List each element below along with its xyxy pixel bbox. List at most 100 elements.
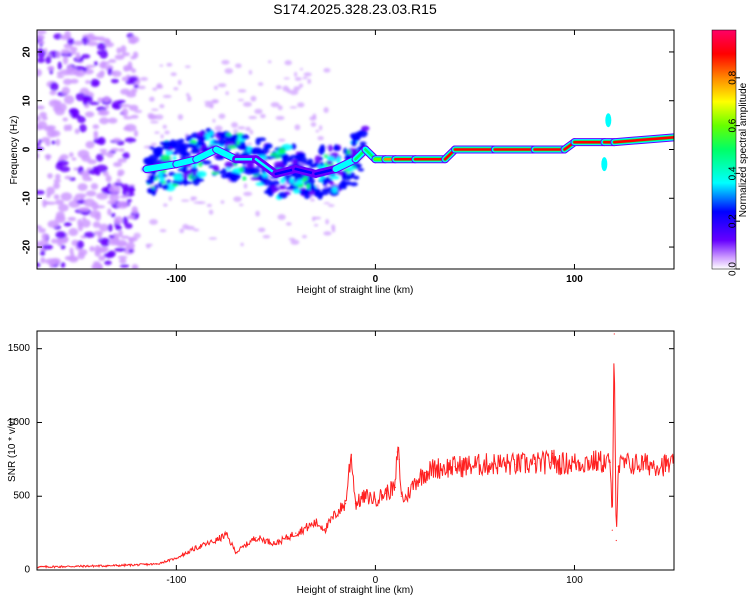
noise-blob bbox=[92, 221, 101, 228]
noise-blob bbox=[111, 71, 116, 75]
spectrogram-blobs bbox=[37, 30, 370, 269]
ridge-blob bbox=[242, 176, 247, 181]
ridge-blob bbox=[296, 152, 304, 161]
noise-blob bbox=[127, 214, 135, 220]
noise-blob bbox=[133, 232, 141, 239]
ridge-blob bbox=[314, 155, 321, 164]
noise-blob bbox=[53, 33, 63, 40]
noise-blob bbox=[119, 264, 130, 268]
snr-point bbox=[400, 495, 402, 497]
noise-blob bbox=[154, 114, 164, 120]
ridge-blob bbox=[273, 161, 284, 168]
noise-blob bbox=[179, 228, 185, 234]
noise-blob bbox=[193, 201, 202, 204]
ridge-blob bbox=[173, 173, 184, 181]
ridge-blob bbox=[153, 150, 163, 157]
noise-blob bbox=[217, 83, 227, 88]
noise-blob bbox=[119, 195, 129, 199]
noise-blob bbox=[109, 193, 120, 202]
ridge-blob bbox=[160, 154, 171, 162]
noise-blob bbox=[95, 153, 104, 162]
noise-blob bbox=[70, 78, 79, 84]
noise-blob bbox=[159, 104, 165, 109]
noise-blob bbox=[75, 52, 81, 61]
ridge-blob bbox=[258, 174, 263, 180]
snr-point bbox=[573, 462, 576, 464]
noise-blob bbox=[37, 105, 45, 110]
noise-blob bbox=[82, 98, 88, 106]
noise-blob bbox=[284, 60, 292, 66]
ridge-blob bbox=[299, 189, 309, 196]
ridge-blob bbox=[182, 173, 189, 179]
noise-blob bbox=[96, 263, 103, 269]
noise-blob bbox=[110, 212, 116, 218]
noise-blob bbox=[40, 250, 46, 256]
snr-point bbox=[195, 547, 197, 549]
noise-blob bbox=[84, 111, 95, 118]
noise-blob bbox=[150, 142, 157, 146]
noise-blob bbox=[110, 78, 119, 84]
noise-blob bbox=[60, 49, 71, 55]
noise-blob bbox=[73, 40, 84, 46]
noise-blob bbox=[89, 246, 95, 252]
noise-blob bbox=[59, 154, 69, 161]
noise-blob bbox=[203, 100, 213, 103]
snr-point bbox=[325, 528, 327, 530]
noise-blob bbox=[75, 193, 87, 199]
noise-blob bbox=[233, 129, 239, 134]
noise-blob bbox=[310, 122, 317, 127]
noise-blob bbox=[45, 154, 51, 161]
ridge-blob bbox=[313, 191, 325, 198]
ridge-blob bbox=[162, 142, 171, 151]
noise-blob bbox=[133, 130, 139, 137]
snr-point bbox=[175, 557, 177, 559]
snr-point bbox=[653, 463, 655, 466]
noise-blob bbox=[208, 237, 218, 240]
noise-blob bbox=[78, 207, 90, 212]
noise-blob bbox=[56, 160, 69, 167]
noise-blob bbox=[185, 225, 195, 231]
y-tick-label: 500 bbox=[13, 491, 30, 502]
noise-blob bbox=[55, 173, 61, 180]
noise-blob bbox=[55, 211, 65, 220]
noise-blob bbox=[233, 196, 242, 202]
noise-blob bbox=[126, 91, 137, 98]
noise-blob bbox=[120, 235, 130, 239]
x-tick-label: -100 bbox=[166, 575, 186, 586]
noise-blob bbox=[89, 210, 101, 218]
noise-blob bbox=[38, 139, 43, 144]
noise-blob bbox=[37, 68, 42, 77]
noise-blob bbox=[107, 223, 113, 232]
noise-blob bbox=[64, 30, 71, 39]
ridge-blob bbox=[186, 169, 192, 176]
ridge-blob bbox=[232, 133, 239, 141]
ridge-blob bbox=[350, 182, 358, 187]
noise-blob bbox=[290, 239, 300, 245]
ridge-blob bbox=[205, 128, 211, 133]
snr-point bbox=[398, 458, 400, 460]
noise-blob bbox=[211, 99, 219, 104]
noise-blob bbox=[60, 244, 66, 250]
snr-point bbox=[617, 466, 619, 468]
noise-blob bbox=[105, 104, 110, 109]
x-tick-label: 0 bbox=[373, 575, 379, 586]
ridge-blob bbox=[353, 175, 360, 180]
noise-blob bbox=[123, 67, 130, 72]
ridge-blob bbox=[149, 146, 155, 150]
ridge-blob bbox=[327, 156, 335, 160]
noise-blob bbox=[275, 85, 282, 90]
noise-blob bbox=[49, 90, 57, 96]
noise-blob bbox=[257, 227, 266, 233]
noise-blob bbox=[250, 95, 257, 102]
noise-blob bbox=[206, 203, 212, 207]
noise-blob bbox=[93, 61, 98, 66]
noise-blob bbox=[301, 234, 307, 239]
ridge-blob bbox=[280, 177, 286, 184]
noise-blob bbox=[68, 228, 79, 237]
noise-blob bbox=[238, 203, 244, 207]
noise-blob bbox=[297, 102, 305, 108]
snr-point bbox=[494, 463, 496, 465]
noise-blob bbox=[181, 199, 190, 202]
noise-blob bbox=[37, 57, 45, 63]
